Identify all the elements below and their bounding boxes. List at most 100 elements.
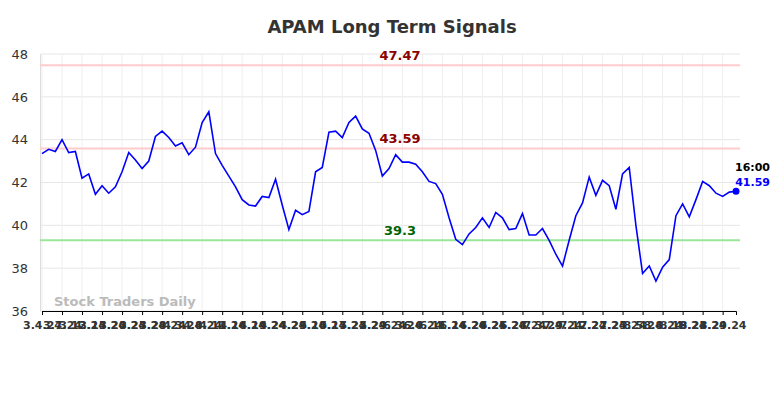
grid-line bbox=[322, 54, 323, 311]
x-tick-mark bbox=[202, 311, 203, 315]
y-tick-label: 44 bbox=[11, 132, 28, 147]
x-tick-mark bbox=[262, 311, 263, 315]
x-tick-mark bbox=[522, 311, 523, 315]
x-tick-mark bbox=[502, 311, 503, 315]
grid-line bbox=[502, 54, 503, 311]
grid-line bbox=[242, 54, 243, 311]
grid-line bbox=[122, 54, 123, 311]
x-tick-mark bbox=[563, 311, 564, 315]
grid bbox=[40, 54, 740, 311]
reference-line bbox=[40, 239, 740, 241]
x-tick-mark bbox=[382, 311, 383, 315]
y-tick: 42 bbox=[11, 175, 40, 190]
grid-line bbox=[40, 96, 740, 97]
grid-line bbox=[40, 182, 740, 183]
grid-line bbox=[42, 54, 43, 311]
reference-line bbox=[40, 64, 740, 66]
x-tick-mark bbox=[643, 311, 644, 315]
x-tick-mark bbox=[683, 311, 684, 315]
y-tick-label: 48 bbox=[11, 47, 28, 62]
y-axis-line bbox=[40, 55, 41, 312]
y-tick: 40 bbox=[11, 218, 40, 233]
grid-line bbox=[282, 54, 283, 311]
y-tick: 44 bbox=[11, 132, 40, 147]
grid-line bbox=[40, 268, 740, 269]
x-axis-line bbox=[43, 312, 737, 316]
y-tick-label: 36 bbox=[11, 304, 28, 319]
grid-line bbox=[722, 54, 723, 311]
x-tick-mark bbox=[42, 311, 43, 315]
y-tick-label: 46 bbox=[11, 89, 28, 104]
y-tick: 38 bbox=[11, 261, 40, 276]
grid-line bbox=[162, 54, 163, 311]
x-tick-mark bbox=[402, 311, 403, 315]
x-tick-mark bbox=[442, 311, 443, 315]
x-tick-mark bbox=[462, 311, 463, 315]
grid-line bbox=[182, 54, 183, 311]
grid-line bbox=[402, 54, 403, 311]
x-tick-mark bbox=[82, 311, 83, 315]
watermark: Stock Traders Daily bbox=[54, 294, 196, 309]
grid-line bbox=[342, 54, 343, 311]
x-tick-mark bbox=[142, 311, 143, 315]
x-tick-mark bbox=[302, 311, 303, 315]
x-tick-mark bbox=[422, 311, 423, 315]
chart: APAM Long Term Signals Stock Traders Dail… bbox=[0, 0, 784, 398]
grid-line bbox=[662, 54, 663, 311]
y-tick: 46 bbox=[11, 89, 40, 104]
plot-area bbox=[40, 65, 740, 281]
x-tick-mark bbox=[222, 311, 223, 315]
grid-line bbox=[202, 54, 203, 311]
x-tick-mark bbox=[182, 311, 183, 315]
x-tick-mark bbox=[723, 311, 724, 315]
x-tick-mark bbox=[342, 311, 343, 315]
end-time-label: 16:00 bbox=[735, 161, 770, 174]
grid-line bbox=[522, 54, 523, 311]
reference-label: 43.59 bbox=[379, 131, 420, 146]
grid-line bbox=[482, 54, 483, 311]
y-tick: 36 bbox=[11, 304, 40, 319]
reference-label: 39.3 bbox=[384, 223, 416, 238]
y-tick-label: 40 bbox=[11, 218, 28, 233]
x-tick-mark bbox=[362, 311, 363, 315]
y-tick: 48 bbox=[11, 47, 40, 62]
grid-line bbox=[422, 54, 423, 311]
grid-line bbox=[302, 54, 303, 311]
x-tick-mark bbox=[583, 311, 584, 315]
grid-line bbox=[142, 54, 143, 311]
grid-line bbox=[362, 54, 363, 311]
x-tick-mark bbox=[703, 311, 704, 315]
x-tick-label: 8.29.24 bbox=[700, 319, 747, 332]
grid-line bbox=[62, 54, 63, 311]
x-tick-mark bbox=[282, 311, 283, 315]
grid-line bbox=[622, 54, 623, 311]
end-value-label: 41.59 bbox=[735, 176, 770, 189]
x-tick-mark bbox=[603, 311, 604, 315]
x-tick-mark bbox=[322, 311, 323, 315]
grid-line bbox=[82, 54, 83, 311]
title: APAM Long Term Signals bbox=[267, 16, 516, 37]
grid-line bbox=[542, 54, 543, 311]
x-tick-mark bbox=[242, 311, 243, 315]
x-tick: 8.29.24 bbox=[700, 311, 747, 332]
y-axis: 36 38 40 42 44 46 48 bbox=[11, 47, 40, 319]
x-tick-mark bbox=[122, 311, 123, 315]
grid-line bbox=[582, 54, 583, 311]
x-tick-mark bbox=[162, 311, 163, 315]
price-line bbox=[42, 112, 736, 281]
grid-line bbox=[382, 54, 383, 311]
x-tick-mark bbox=[102, 311, 103, 315]
grid-line bbox=[222, 54, 223, 311]
grid-line bbox=[562, 54, 563, 311]
grid-line bbox=[682, 54, 683, 311]
y-tick-label: 38 bbox=[11, 261, 28, 276]
x-tick-mark bbox=[623, 311, 624, 315]
x-tick-mark bbox=[542, 311, 543, 315]
x-tick-mark bbox=[663, 311, 664, 315]
y-tick-label: 42 bbox=[11, 175, 28, 190]
x-tick-mark bbox=[62, 311, 63, 315]
x-axis: 3.4.243.7.243.12.243.15.243.20.243.25.24… bbox=[23, 311, 747, 332]
reference-line bbox=[40, 147, 740, 149]
grid-line bbox=[262, 54, 263, 311]
x-tick-mark bbox=[482, 311, 483, 315]
